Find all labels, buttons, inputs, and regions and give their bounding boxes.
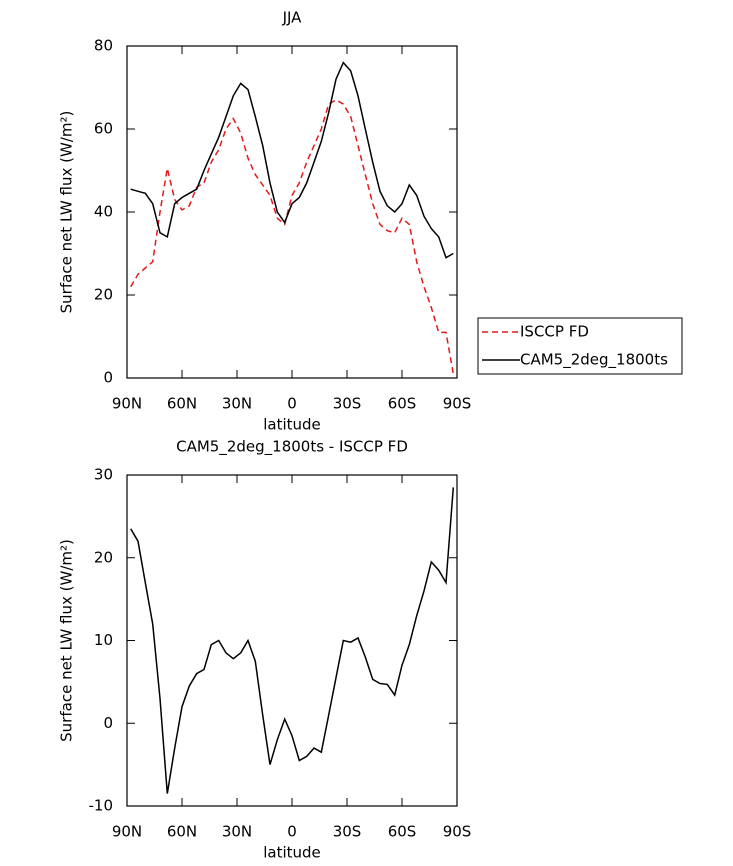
x-tick-label: 30N bbox=[222, 823, 252, 841]
y-tick-label: 20 bbox=[94, 548, 113, 566]
y-tick-label: 20 bbox=[94, 286, 113, 304]
y-tick-label: 30 bbox=[94, 466, 113, 484]
x-tick-label: 90S bbox=[443, 395, 472, 413]
chart-title: JJA bbox=[282, 9, 303, 27]
data-line bbox=[130, 99, 455, 375]
legend-label: CAM5_2deg_1800ts bbox=[520, 351, 668, 370]
plot-frame bbox=[126, 45, 458, 379]
x-tick-label: 60S bbox=[388, 395, 417, 413]
data-line bbox=[130, 61, 454, 259]
y-axis-label: Surface net LW flux (W/m²) bbox=[58, 539, 76, 742]
legend-label: ISCCP FD bbox=[520, 323, 589, 341]
data-line bbox=[130, 487, 455, 794]
y-tick-label: 80 bbox=[94, 37, 113, 55]
x-axis-label: latitude bbox=[263, 416, 321, 434]
x-tick-label: 0 bbox=[287, 395, 297, 413]
x-tick-label: 30S bbox=[333, 395, 362, 413]
x-tick-label: 30S bbox=[333, 823, 362, 841]
x-tick-label: 60N bbox=[167, 823, 197, 841]
x-tick-label: 90N bbox=[112, 395, 142, 413]
y-tick-label: 0 bbox=[103, 369, 113, 387]
x-tick-label: 90N bbox=[112, 823, 142, 841]
x-axis-label: latitude bbox=[263, 844, 321, 862]
chart-title: CAM5_2deg_1800ts - ISCCP FD bbox=[176, 438, 408, 457]
x-tick-label: 60S bbox=[388, 823, 417, 841]
y-tick-label: 60 bbox=[94, 120, 113, 138]
legend-box bbox=[477, 317, 683, 375]
plot-frame bbox=[126, 474, 458, 807]
x-tick-label: 90S bbox=[443, 823, 472, 841]
y-tick-label: 0 bbox=[103, 714, 113, 732]
y-tick-label: 40 bbox=[94, 203, 113, 221]
x-tick-label: 30N bbox=[222, 395, 252, 413]
x-tick-label: 0 bbox=[287, 823, 297, 841]
x-tick-label: 60N bbox=[167, 395, 197, 413]
y-tick-label: 10 bbox=[94, 631, 113, 649]
y-axis-label: Surface net LW flux (W/m²) bbox=[58, 111, 76, 314]
y-tick-label: -10 bbox=[89, 797, 114, 815]
